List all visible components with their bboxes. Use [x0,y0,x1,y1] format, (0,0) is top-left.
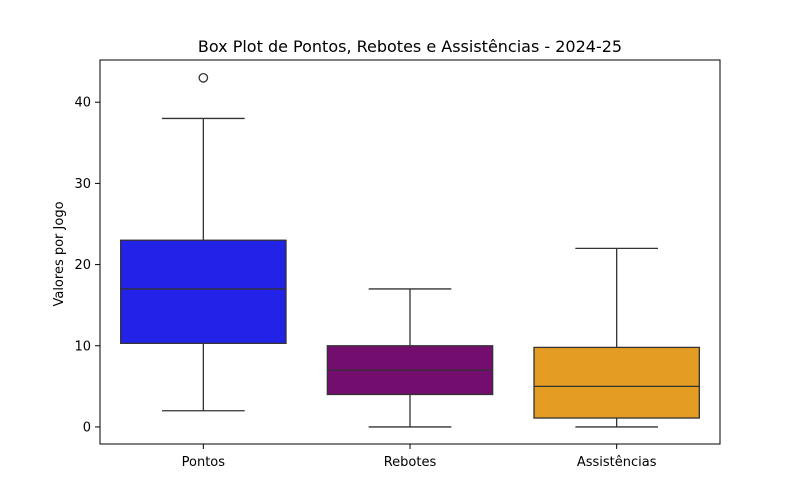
box-assistencias [533,346,700,419]
y-tick-label: 20 [74,258,91,273]
outlier-point-pontos [198,73,209,83]
x-tick-label: Rebotes [384,455,437,470]
plot-area: 0 10 20 30 40 Pontos Rebotes Assistências [74,73,700,470]
y-tick-label: 40 [74,96,91,111]
chart-title: Box Plot de Pontos, Rebotes e Assistênci… [198,37,622,56]
plot-frame [99,59,721,445]
y-tick-label: 0 [83,420,91,435]
x-tick-label: Pontos [182,455,226,470]
box-pontos [120,239,287,344]
y-axis-label: Valores por Jogo [52,201,67,306]
y-tick-label: 30 [74,177,91,192]
x-tick-label: Assistências [577,455,657,470]
y-tick-label: 10 [74,339,91,354]
